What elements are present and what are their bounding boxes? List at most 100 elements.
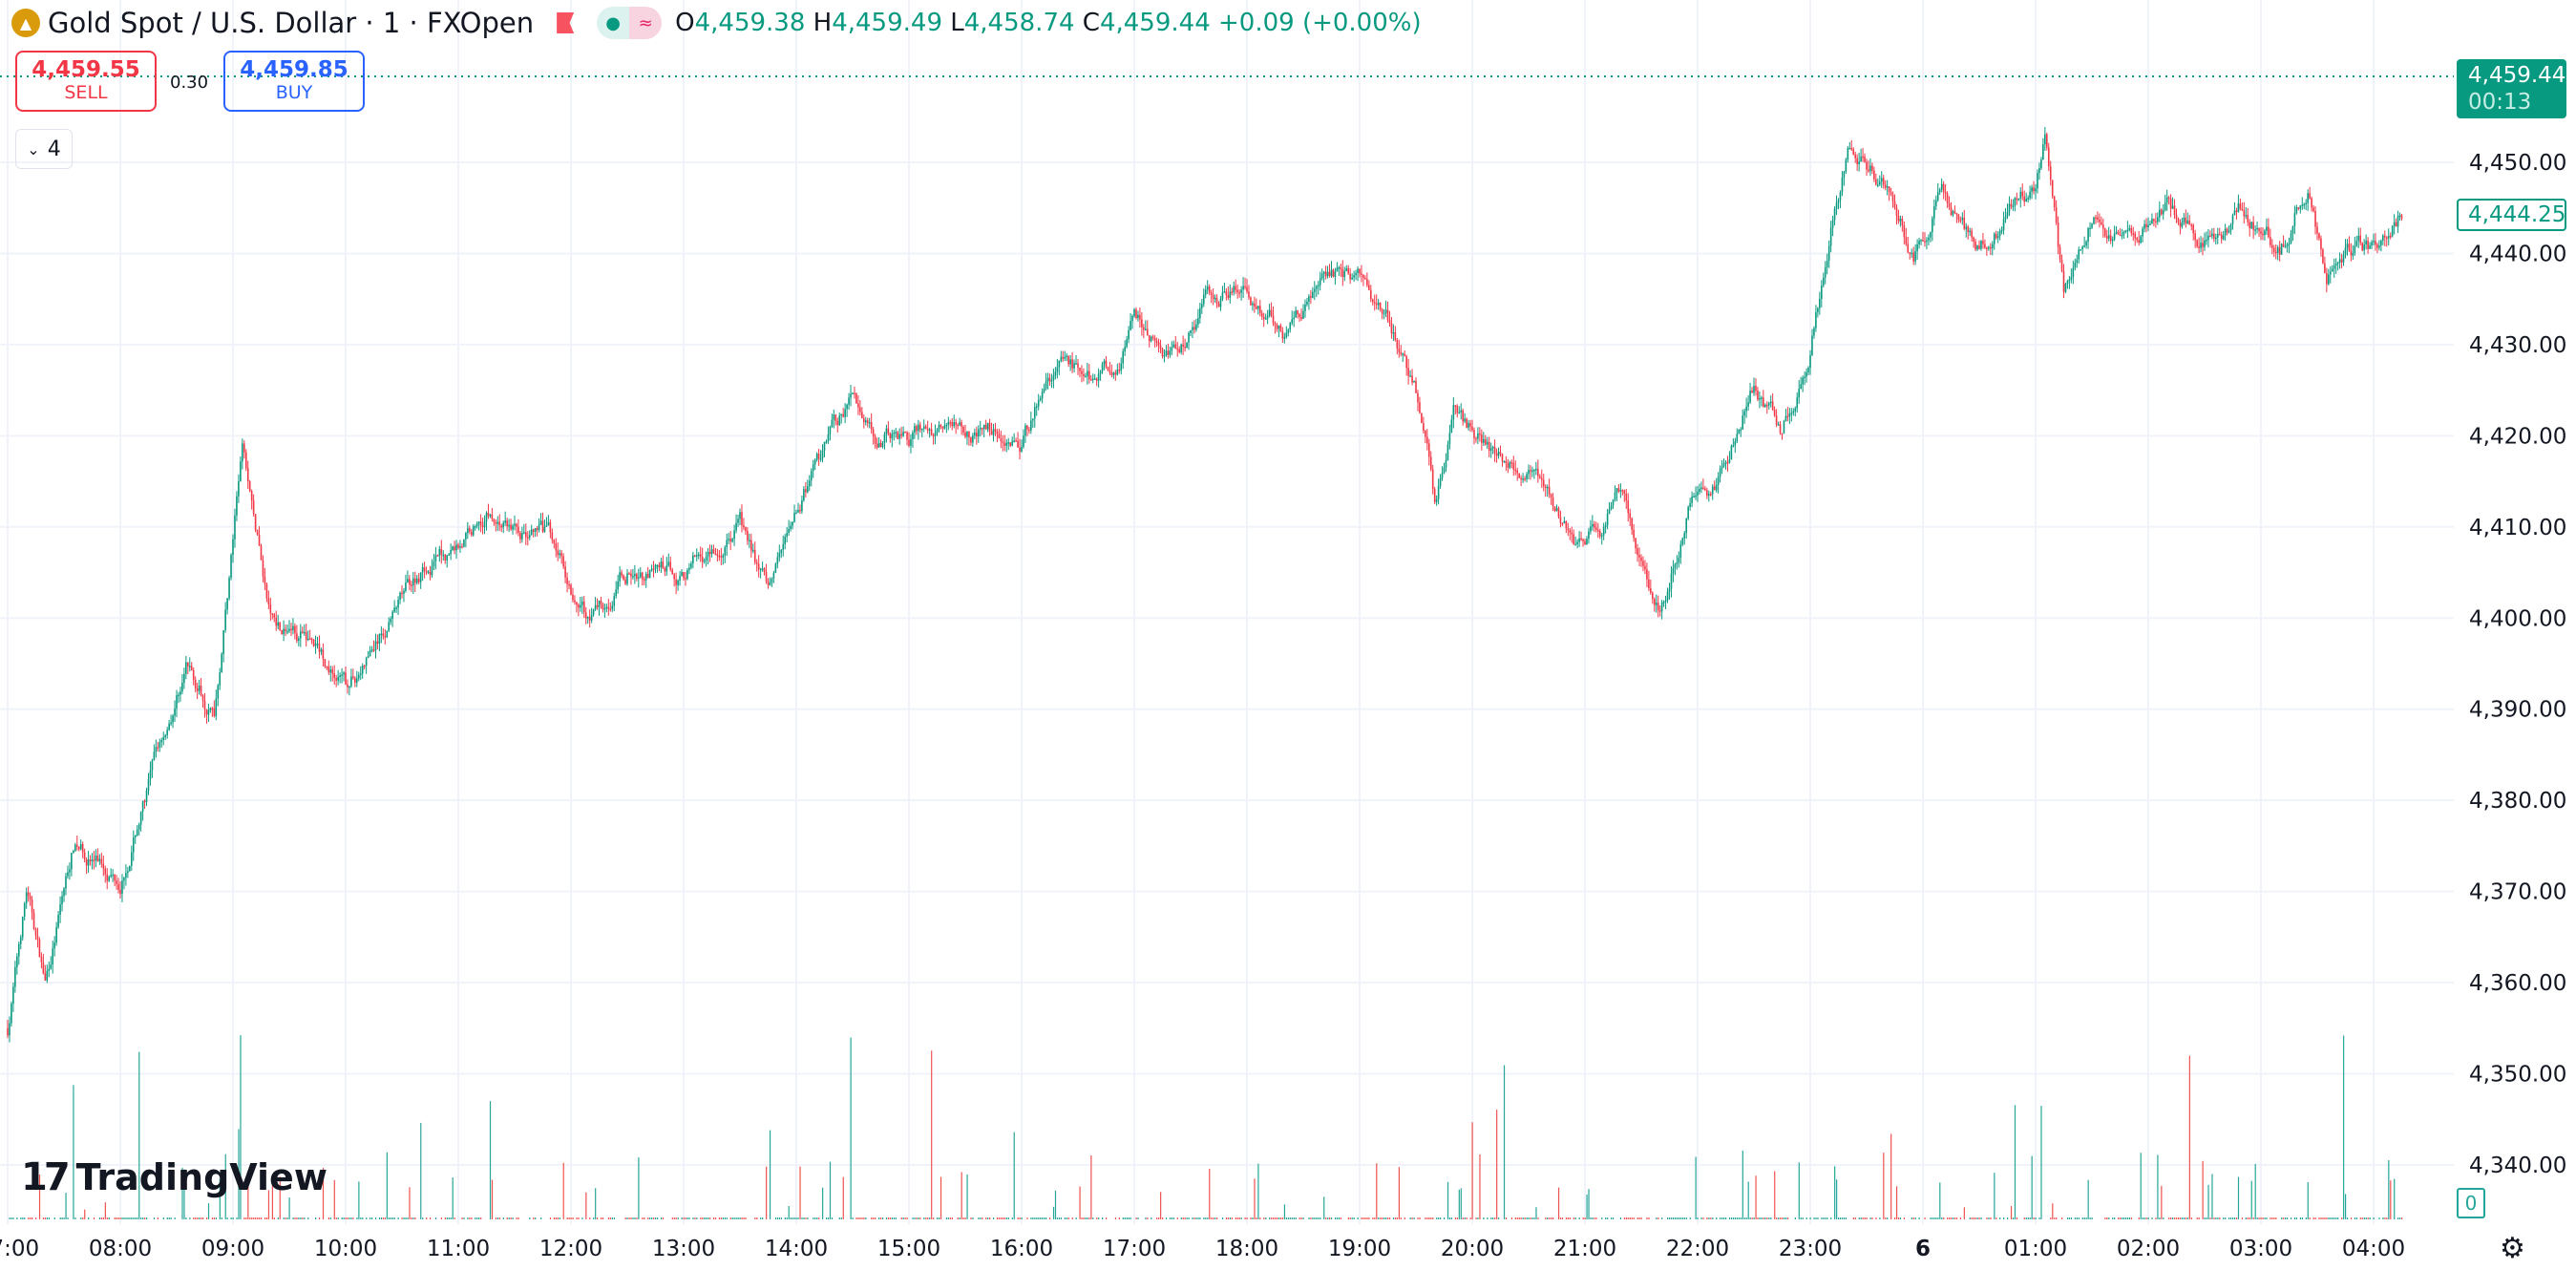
- candle-body: [192, 669, 195, 680]
- candle-body: [1371, 299, 1374, 303]
- time-axis[interactable]: 07:0008:0009:0010:0011:0012:0013:0014:00…: [0, 1237, 2405, 1261]
- volume-bar: [2217, 1217, 2219, 1219]
- volume-bar: [2040, 1106, 2042, 1219]
- candle-body: [1856, 158, 1858, 164]
- candle-body: [1484, 438, 1487, 445]
- volume-bar: [964, 1217, 966, 1219]
- candle-body: [838, 415, 841, 426]
- volume-bar: [1021, 1217, 1023, 1219]
- volume-bar: [1114, 1217, 1117, 1219]
- volume-bar: [2386, 1217, 2388, 1219]
- candle-body: [714, 553, 717, 556]
- candle-body: [429, 571, 432, 576]
- candle-body: [755, 561, 758, 564]
- candle-body: [1569, 530, 1572, 533]
- volume-bar: [1368, 1217, 1370, 1219]
- spread-value: 0.30: [170, 73, 209, 93]
- candle-body: [240, 461, 242, 482]
- time-tick-label: 01:00: [2004, 1237, 2067, 1261]
- volume-bar: [1623, 1217, 1625, 1219]
- volume-bar: [1169, 1217, 1172, 1219]
- sell-button[interactable]: 4,459.55 SELL: [15, 51, 157, 112]
- candle-body: [992, 429, 995, 435]
- candle-body: [73, 850, 74, 854]
- candle-body: [1488, 441, 1490, 452]
- volume-bar: [1417, 1217, 1419, 1219]
- candle-body: [136, 829, 138, 836]
- candle-body: [660, 561, 663, 568]
- volume-bar: [1953, 1217, 1956, 1219]
- volume-bar: [863, 1217, 865, 1219]
- candle-body: [310, 638, 313, 641]
- candle-body: [636, 573, 638, 580]
- candle-body: [619, 572, 621, 582]
- candle-body: [29, 896, 32, 900]
- volume-bar: [776, 1217, 779, 1219]
- candle-body: [1143, 327, 1145, 330]
- candle-body: [419, 572, 422, 582]
- candle-body: [1384, 309, 1387, 313]
- candle-body: [44, 973, 47, 981]
- candle-body: [1083, 373, 1085, 376]
- indicators-collapse-button[interactable]: ⌄ 4: [15, 129, 73, 169]
- candle-body: [320, 649, 323, 652]
- candle-body: [671, 569, 673, 575]
- price-tick-label: 4,440.00: [2469, 242, 2566, 266]
- candle-body: [467, 528, 469, 534]
- chart-settings-icon[interactable]: ⚙: [2500, 1232, 2525, 1265]
- candle-body: [2016, 198, 2018, 201]
- volume-bar: [1887, 1217, 1889, 1219]
- symbol-title[interactable]: Gold Spot / U.S. Dollar · 1 · FXOpen: [48, 7, 535, 39]
- volume-bar: [16, 1217, 18, 1219]
- candle-body: [949, 422, 952, 424]
- volume-bar: [927, 1217, 929, 1219]
- volume-bar: [1203, 1217, 1205, 1219]
- candle-body: [1745, 406, 1747, 412]
- flag-icon[interactable]: [557, 12, 575, 33]
- volume-bar: [253, 1217, 255, 1219]
- candle-body: [979, 428, 982, 430]
- volume-bar: [2305, 1217, 2307, 1219]
- volume-bar: [1444, 1217, 1446, 1219]
- candle-body: [1005, 442, 1008, 446]
- volume-bar: [238, 1129, 240, 1219]
- candle-body: [2222, 235, 2225, 240]
- candle-body: [252, 500, 255, 515]
- tradingview-logo[interactable]: 17 TradingView: [21, 1155, 327, 1199]
- volume-bar: [1494, 1217, 1496, 1219]
- candle-body: [902, 431, 904, 436]
- candle-body: [628, 573, 630, 575]
- volume-bar: [1498, 1217, 1500, 1219]
- market-status[interactable]: ● ≈: [597, 7, 663, 39]
- volume-bar: [940, 1176, 942, 1219]
- candle-body: [947, 422, 950, 425]
- candle-body: [2322, 249, 2324, 264]
- volume-bar: [1798, 1162, 1800, 1219]
- volume-bar: [61, 1217, 63, 1219]
- price-axis[interactable]: 4,450.004,440.004,430.004,420.004,410.00…: [2469, 151, 2566, 1178]
- volume-bar: [707, 1217, 709, 1219]
- candle-body: [2272, 247, 2275, 252]
- candle-body: [623, 575, 624, 580]
- candle-body: [1097, 373, 1100, 381]
- candle-body: [823, 441, 826, 451]
- buy-button[interactable]: 4,459.85 BUY: [223, 51, 365, 112]
- candle-body: [1124, 347, 1126, 351]
- candle-body: [201, 695, 204, 701]
- candle-body: [1528, 470, 1530, 475]
- candle-body: [436, 555, 439, 557]
- volume-bar: [1646, 1217, 1648, 1219]
- volume-bar: [1413, 1217, 1415, 1219]
- candle-body: [1608, 509, 1611, 514]
- candle-body: [1285, 332, 1288, 338]
- volume-bar: [855, 1217, 857, 1219]
- close-value: 4,459.44: [1099, 9, 1211, 37]
- volume-bar: [440, 1217, 442, 1219]
- volume-bar: [226, 1217, 228, 1219]
- volume-bar: [2235, 1217, 2238, 1219]
- volume-bar: [230, 1217, 232, 1219]
- candle-body: [1419, 402, 1421, 413]
- candle-body: [1670, 573, 1673, 589]
- candle-body: [260, 545, 263, 561]
